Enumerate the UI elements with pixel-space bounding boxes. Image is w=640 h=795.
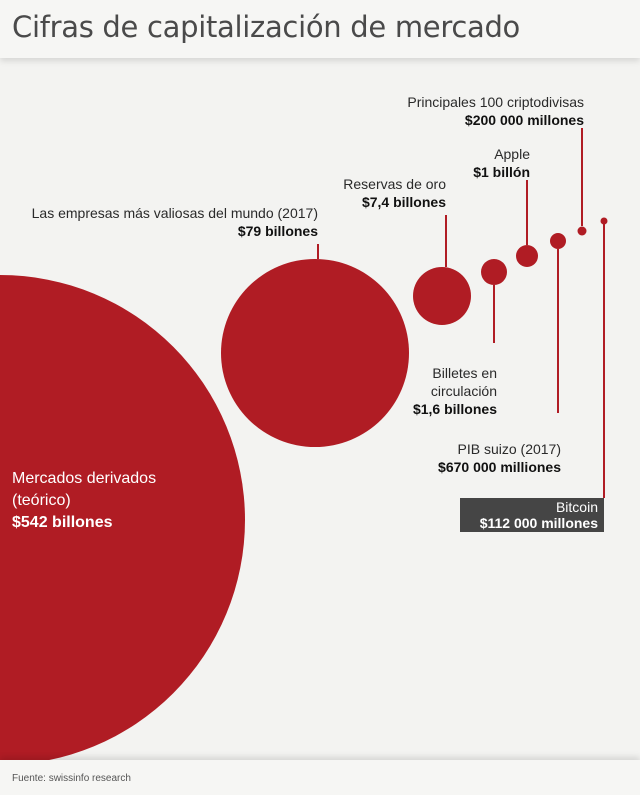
source-note: Fuente: swissinfo research [12, 773, 131, 784]
bubble-banknotes [481, 259, 507, 285]
page-title: Cifras de capitalización de mercado [12, 10, 520, 44]
bubble-value-banknotes: $1,6 billones [413, 401, 497, 417]
bubble-label-pib: PIB suizo (2017) [458, 441, 562, 457]
bubble-pib [550, 233, 566, 249]
header: Cifras de capitalización de mercado [0, 0, 640, 58]
bubble-group-apple: Apple $1 billón [473, 146, 538, 267]
bubble-group-derivatives: Mercados derivados (teórico) $542 billones [0, 275, 245, 760]
bubble-derivatives [0, 275, 245, 760]
bubble-label-bitcoin: Bitcoin [556, 499, 598, 515]
bubble-label-apple: Apple [494, 146, 530, 162]
bubble-label-companies: Las empresas más valiosas del mundo (201… [32, 205, 318, 221]
bubble-gold [413, 267, 471, 325]
bubble-value-apple: $1 billón [473, 164, 530, 180]
bubble-chart-svg: Mercados derivados (teórico) $542 billones… [0, 94, 608, 760]
bubble-crypto [577, 226, 587, 236]
bubble-value-crypto: $200 000 millones [465, 112, 584, 128]
bubble-companies [221, 259, 409, 447]
bubble-label-gold: Reservas de oro [343, 176, 446, 192]
bubble-group-companies: Las empresas más valiosas del mundo (201… [32, 205, 409, 447]
footer: Fuente: swissinfo research [0, 760, 640, 795]
bubble-bitcoin [600, 217, 608, 225]
highlight-box-bitcoin [460, 498, 604, 532]
bubble-label-banknotes: circulación [431, 383, 497, 399]
bubble-group-crypto: Principales 100 criptodivisas $200 000 mi… [407, 94, 587, 236]
bubble-label-banknotes: Billetes en [432, 365, 497, 381]
bubble-label-derivatives: Mercados derivados [12, 470, 156, 487]
bubble-value-pib: $670 000 milliones [438, 459, 561, 475]
bubble-group-banknotes: Billetes en circulación $1,6 billones [413, 259, 507, 417]
bubble-value-bitcoin: $112 000 millones [480, 515, 599, 531]
bubble-value-companies: $79 billones [238, 223, 318, 239]
bubble-apple [516, 245, 538, 267]
bubble-group-bitcoin: Bitcoin$112 000 millones [460, 217, 608, 532]
bubble-chart: Mercados derivados (teórico) $542 billones… [0, 58, 640, 760]
bubble-group-pib: PIB suizo (2017) $670 000 milliones [438, 233, 566, 475]
bubble-value-gold: $7,4 billones [362, 194, 446, 210]
bubble-label-derivatives: (teórico) [12, 492, 71, 509]
bubble-label-crypto: Principales 100 criptodivisas [407, 94, 584, 110]
bubble-group-gold: Reservas de oro $7,4 billones [343, 176, 471, 325]
bubble-value-derivatives: $542 billones [12, 514, 113, 531]
